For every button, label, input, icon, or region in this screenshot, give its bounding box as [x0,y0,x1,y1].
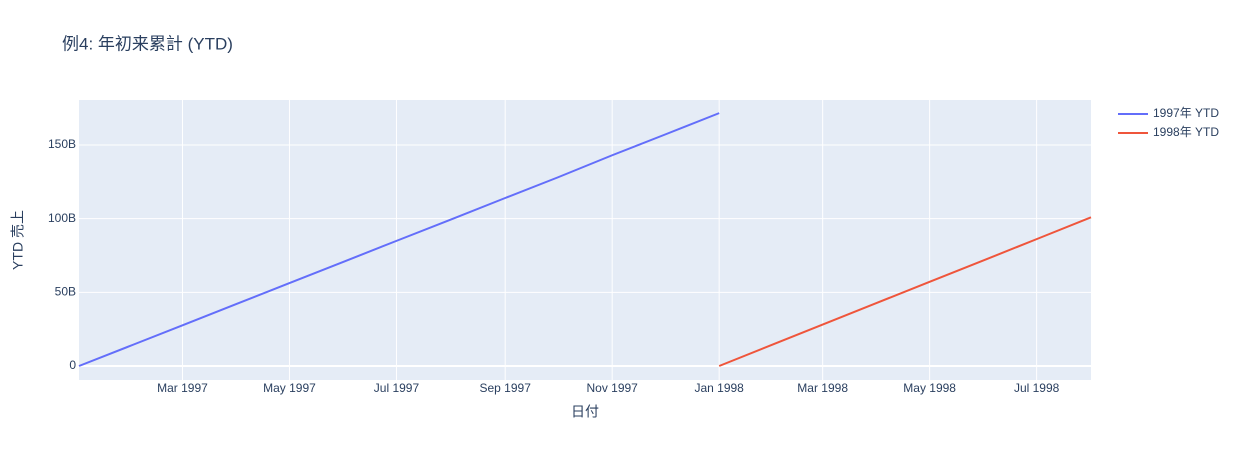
x-tick-label: Jan 1998 [694,381,744,395]
chart-title: 例4: 年初来累計 (YTD) [62,34,233,53]
x-tick-label: Mar 1998 [797,381,848,395]
x-tick-label: Mar 1997 [157,381,208,395]
y-axis-title: YTD 売上 [10,210,26,270]
x-tick-label: Nov 1997 [586,381,638,395]
x-tick-label: May 1998 [903,381,956,395]
y-tick-label: 50B [55,284,76,298]
series-line [718,216,1092,367]
y-tick-label: 150B [48,137,76,151]
x-tick-label: Sep 1997 [480,381,532,395]
legend-label: 1998年 YTD [1153,125,1219,139]
plot-background [79,100,1091,380]
x-tick-label: Jul 1997 [374,381,420,395]
legend-label: 1997年 YTD [1153,106,1219,120]
x-axis-title: 日付 [571,404,599,420]
series-line [78,112,720,367]
y-tick-label: 0 [69,358,76,372]
x-tick-label: May 1997 [263,381,316,395]
y-tick-label: 100B [48,211,76,225]
x-tick-label: Jul 1998 [1014,381,1060,395]
